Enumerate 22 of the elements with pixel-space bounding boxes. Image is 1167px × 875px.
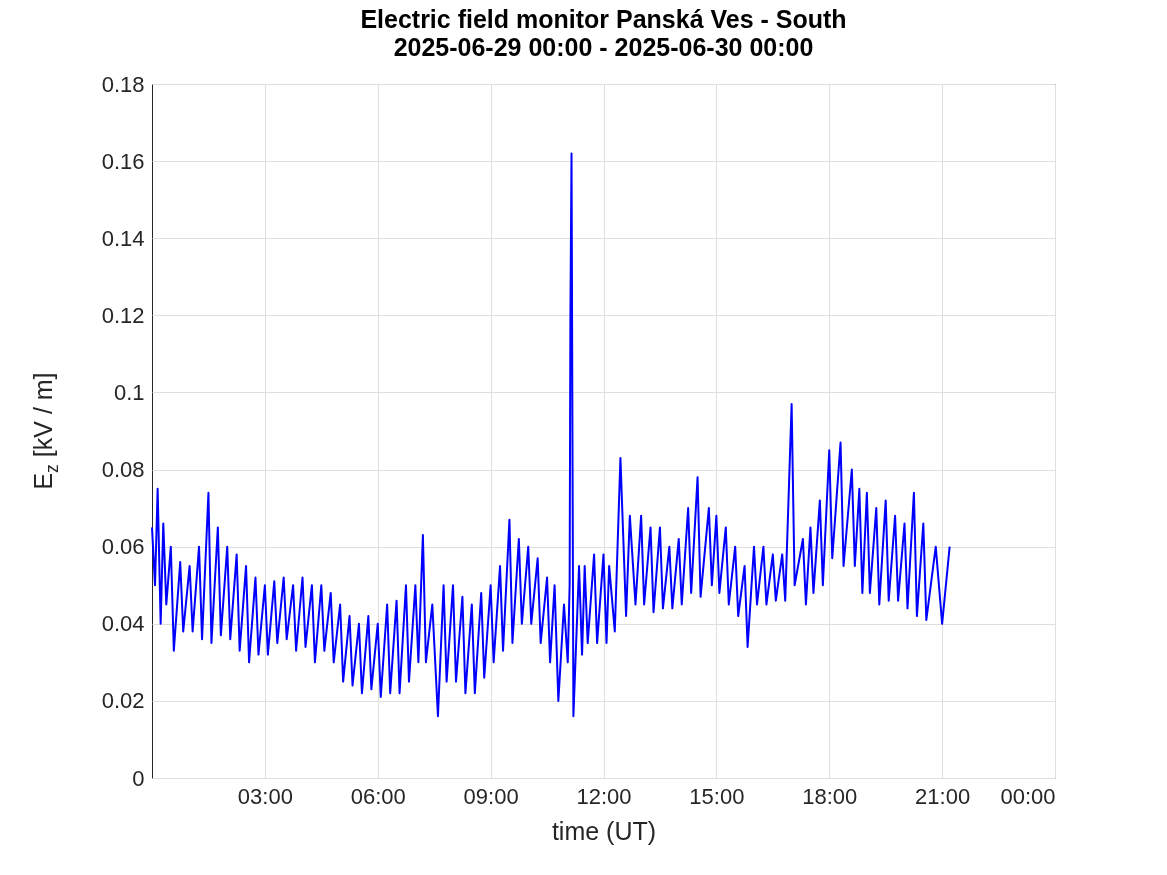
- y-tick-label: 0.14: [101, 225, 145, 251]
- chart-subtitle: 2025-06-29 00:00 - 2025-06-30 00:00: [393, 33, 814, 61]
- y-tick-label: 0.18: [101, 71, 145, 97]
- chart-title: Electric field monitor Panská Ves - South: [360, 5, 847, 33]
- y-tick-label: 0.06: [101, 534, 145, 560]
- x-axis-title: time (UT): [551, 816, 657, 845]
- x-tick-label: 18:00: [802, 783, 858, 809]
- x-tick-label: 15:00: [689, 783, 745, 809]
- y-tick-label: 0.08: [101, 457, 145, 483]
- y-tick-label: 0.16: [101, 148, 145, 174]
- y-tick-label: 0.04: [101, 611, 145, 637]
- x-tick-label: 00:00: [1000, 783, 1056, 809]
- x-tick-label: 03:00: [237, 783, 293, 809]
- y-tick-label: 0.1: [113, 379, 145, 405]
- x-tick-label: 12:00: [576, 783, 632, 809]
- line-series: [151, 152, 951, 718]
- y-tick-label: 0.02: [101, 688, 145, 714]
- x-tick-label: 06:00: [350, 783, 406, 809]
- y-tick-label: 0.12: [101, 302, 145, 328]
- x-tick-label: 21:00: [915, 783, 971, 809]
- y-tick-label: 0: [132, 765, 145, 791]
- x-tick-label: 09:00: [463, 783, 519, 809]
